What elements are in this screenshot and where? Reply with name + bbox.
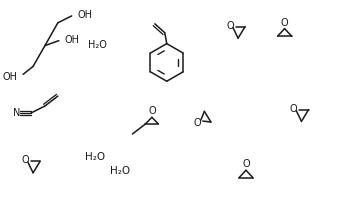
Text: O: O — [148, 106, 156, 116]
Text: O: O — [226, 21, 234, 31]
Text: O: O — [193, 118, 201, 128]
Text: O: O — [289, 104, 297, 114]
Text: OH: OH — [2, 72, 17, 82]
Text: O: O — [242, 159, 250, 169]
Text: H₂O: H₂O — [85, 152, 105, 162]
Text: N: N — [12, 108, 20, 118]
Text: H₂O: H₂O — [110, 166, 130, 176]
Text: O: O — [21, 155, 29, 165]
Text: O: O — [281, 18, 288, 28]
Text: OH: OH — [65, 35, 80, 45]
Text: OH: OH — [78, 10, 92, 20]
Text: H₂O: H₂O — [88, 40, 106, 50]
